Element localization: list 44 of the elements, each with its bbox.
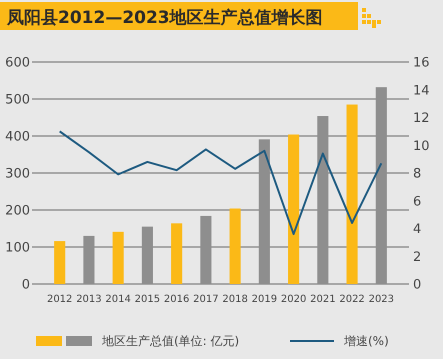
y-tick-label: 200 bbox=[5, 204, 30, 219]
y2-tick-label: 0 bbox=[413, 278, 422, 293]
y-tick-label: 600 bbox=[5, 56, 30, 71]
x-tick-label: 2014 bbox=[105, 294, 131, 305]
bar bbox=[288, 134, 300, 284]
y2-tick-label: 6 bbox=[413, 194, 422, 210]
legend-label: 增速(%) bbox=[343, 334, 389, 348]
x-tick-label: 2020 bbox=[280, 294, 306, 305]
y2-tick-label: 14 bbox=[413, 83, 430, 98]
bar bbox=[142, 226, 153, 284]
x-tick-label: 2012 bbox=[46, 294, 72, 305]
y2-tick-label: 8 bbox=[413, 166, 422, 182]
y2-tick-label: 12 bbox=[413, 111, 430, 126]
chart-title: 凤阳县2012—2023地区生产总值增长图 bbox=[6, 8, 323, 28]
y2-tick-label: 16 bbox=[413, 56, 430, 71]
bar bbox=[317, 116, 328, 284]
y2-tick-label: 4 bbox=[413, 222, 422, 238]
y-tick-label: 500 bbox=[5, 92, 30, 108]
bar bbox=[346, 104, 358, 284]
bar bbox=[376, 87, 387, 284]
x-tick-label: 2015 bbox=[134, 294, 160, 305]
bar bbox=[112, 232, 124, 284]
x-tick-label: 2022 bbox=[339, 294, 365, 305]
y2-tick-label: 2 bbox=[413, 250, 422, 265]
y-tick-label: 100 bbox=[5, 240, 30, 256]
bar bbox=[54, 241, 66, 284]
y-tick-label: 300 bbox=[5, 166, 30, 182]
x-tick-label: 2013 bbox=[76, 294, 102, 305]
bar bbox=[230, 208, 241, 284]
x-tick-label: 2016 bbox=[164, 294, 190, 305]
legend-label: 地区生产总值(单位: 亿元) bbox=[101, 334, 240, 348]
x-tick-label: 2021 bbox=[310, 294, 336, 305]
y-tick-label: 0 bbox=[22, 278, 30, 293]
y-tick-label: 400 bbox=[5, 130, 30, 145]
bar bbox=[258, 139, 270, 284]
y2-tick-label: 10 bbox=[413, 138, 430, 154]
x-tick-label: 2018 bbox=[222, 294, 248, 305]
bar bbox=[83, 236, 94, 284]
bar bbox=[171, 223, 182, 284]
x-tick-label: 2017 bbox=[193, 294, 219, 305]
bar bbox=[200, 216, 212, 284]
x-tick-label: 2023 bbox=[368, 294, 394, 305]
line-series bbox=[58, 130, 382, 236]
x-tick-label: 2019 bbox=[252, 294, 278, 305]
